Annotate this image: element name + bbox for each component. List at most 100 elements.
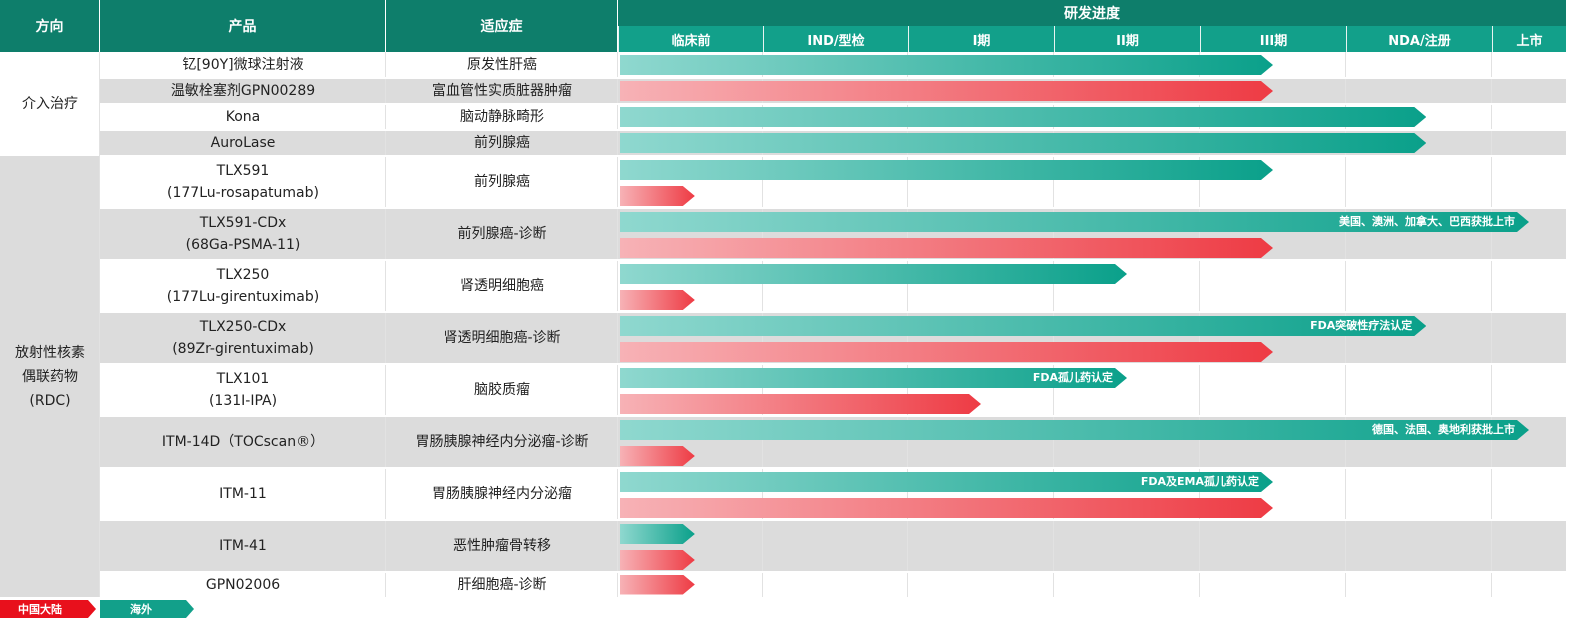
group-label: 介入治疗 [0,52,100,156]
overseas-progress-bar [620,160,1273,180]
product-name-line: (89Zr-girentuximab) [172,341,314,357]
grid-line [1491,52,1492,597]
indication: 肾透明细胞癌 [460,278,544,294]
china-progress-bar [620,81,1273,101]
overseas-progress-bar [620,55,1273,75]
product-name: TLX101 (131I-IPA) [100,364,386,416]
overseas-progress-bar [620,524,695,544]
china-progress-bar [620,290,695,310]
indication: 脑胶质瘤 [474,382,530,398]
row-divider [100,415,1566,417]
product-name-line: TLX591 [216,163,270,179]
product-name-line: (177Lu-girentuximab) [166,289,320,305]
china-progress-bar [620,446,695,466]
overseas-progress-bar [620,107,1426,127]
china-progress-bar [620,575,695,595]
product-name-line: ITM-41 [219,538,267,554]
product-name-line: (177Lu-rosapatumab) [167,185,319,201]
indication: 脑动静脉畸形 [460,109,544,125]
milestone-note: FDA孤儿药认定 [1032,371,1113,384]
table-row [100,520,1566,572]
product-name-line: 钇[90Y]微球注射液 [182,57,304,73]
stage-header: 上市 [1492,26,1566,52]
china-progress-bar [620,498,1273,518]
overseas-progress-bar [620,133,1426,153]
indication: 前列腺癌-诊断 [457,226,547,242]
indication: 前列腺癌 [474,174,530,190]
overseas-progress-bar: FDA孤儿药认定 [620,368,1127,388]
product-name: 温敏栓塞剂GPN00289 [100,78,386,104]
group-label-line: (RDC) [29,392,71,409]
group-label-line: 介入治疗 [22,96,78,112]
product-name-line: (68Ga-PSMA-11) [185,237,301,253]
product-name: TLX250-CDx (89Zr-girentuximab) [100,312,386,364]
group-label: 放射性核素偶联药物 (RDC) [0,156,100,597]
indication: 肝细胞癌-诊断 [457,576,547,593]
product-name: Kona [100,104,386,130]
product-name: TLX591 (177Lu-rosapatumab) [100,156,386,208]
indication: 富血管性实质脏器肿瘤 [432,83,572,99]
product-name: ITM-14D（TOCscan®） [100,416,386,468]
overseas-progress-bar: FDA及EMA孤儿药认定 [620,472,1273,492]
product-name: ITM-11 [100,468,386,520]
product-name: 钇[90Y]微球注射液 [100,52,386,78]
product-name-line: 温敏栓塞剂GPN00289 [170,83,316,99]
china-progress-bar [620,394,981,414]
china-progress-bar [620,186,695,206]
row-divider [100,519,1566,521]
header-indication: 适应症 [386,0,617,52]
milestone-note: FDA突破性疗法认定 [1310,319,1413,332]
stage-header: 临床前 [618,26,763,52]
product-name-line: AuroLase [210,135,276,151]
row-divider [100,77,1566,79]
indication: 胃肠胰腺神经内分泌瘤-诊断 [415,434,589,450]
grid-line [385,52,386,597]
row-divider [100,363,1566,365]
china-progress-bar [620,342,1273,362]
header-direction: 方向 [0,0,99,52]
product-name-line: GPN02006 [205,576,281,593]
row-divider [100,129,1566,131]
row-divider [100,207,1566,209]
group-label-line: 放射性核素 [15,344,85,361]
legend-china: 中国大陆 [0,600,96,618]
overseas-progress-bar: 德国、法国、奥地利获批上市 [620,420,1529,440]
stage-header: IND/型检 [763,26,908,52]
china-progress-bar [620,238,1273,258]
indication: 肾透明细胞癌-诊断 [443,330,561,346]
overseas-progress-bar: 美国、澳洲、加拿大、巴西获批上市 [620,212,1529,232]
grid-line [617,52,618,597]
product-name-line: Kona [225,109,261,125]
china-progress-bar [620,550,695,570]
product-name: TLX250 (177Lu-girentuximab) [100,260,386,312]
stage-header: III期 [1200,26,1346,52]
stage-header: II期 [1054,26,1200,52]
product-name: TLX591-CDx (68Ga-PSMA-11) [100,208,386,260]
product-name-line: TLX591-CDx [199,215,287,231]
overseas-progress-bar [620,264,1127,284]
product-name: GPN02006 [100,572,386,597]
stage-header: I期 [908,26,1054,52]
header-progress: 研发进度 [618,0,1566,26]
indication: 前列腺癌 [474,135,530,151]
row-divider [100,155,1566,157]
product-name-line: ITM-11 [219,486,267,502]
row-divider [100,467,1566,469]
header-product: 产品 [100,0,385,52]
milestone-note: 德国、法国、奥地利获批上市 [1372,423,1515,436]
product-name-line: TLX250-CDx [199,319,287,335]
row-divider [100,259,1566,261]
indication: 恶性肿瘤骨转移 [453,538,551,554]
milestone-note: FDA及EMA孤儿药认定 [1140,475,1259,488]
milestone-note: 美国、澳洲、加拿大、巴西获批上市 [1339,215,1515,228]
product-name: AuroLase [100,130,386,156]
product-name: ITM-41 [100,520,386,572]
product-name-line: ITM-14D（TOCscan®） [161,434,325,450]
row-divider [100,311,1566,313]
product-name-line: TLX101 [216,371,270,387]
overseas-progress-bar: FDA突破性疗法认定 [620,316,1426,336]
legend-overseas: 海外 [100,600,194,618]
stage-header: NDA/注册 [1346,26,1492,52]
group-label-line: 偶联药物 [22,368,78,385]
row-divider [100,103,1566,105]
